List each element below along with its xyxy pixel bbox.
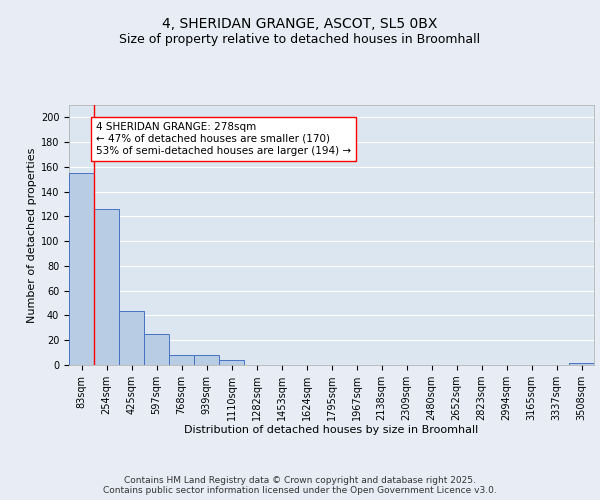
Text: Size of property relative to detached houses in Broomhall: Size of property relative to detached ho…: [119, 32, 481, 46]
Bar: [69, 173, 94, 365]
Text: 4, SHERIDAN GRANGE, ASCOT, SL5 0BX: 4, SHERIDAN GRANGE, ASCOT, SL5 0BX: [163, 18, 437, 32]
Bar: [144, 334, 169, 365]
X-axis label: Distribution of detached houses by size in Broomhall: Distribution of detached houses by size …: [184, 424, 479, 434]
Text: 4 SHERIDAN GRANGE: 278sqm
← 47% of detached houses are smaller (170)
53% of semi: 4 SHERIDAN GRANGE: 278sqm ← 47% of detac…: [96, 122, 351, 156]
Bar: [194, 355, 219, 365]
Bar: [219, 360, 244, 365]
Bar: [94, 209, 119, 365]
Bar: [569, 362, 594, 365]
Bar: [169, 355, 194, 365]
Bar: [119, 310, 144, 365]
Y-axis label: Number of detached properties: Number of detached properties: [26, 148, 37, 322]
Text: Contains public sector information licensed under the Open Government Licence v3: Contains public sector information licen…: [103, 486, 497, 495]
Text: Contains HM Land Registry data © Crown copyright and database right 2025.: Contains HM Land Registry data © Crown c…: [124, 476, 476, 485]
